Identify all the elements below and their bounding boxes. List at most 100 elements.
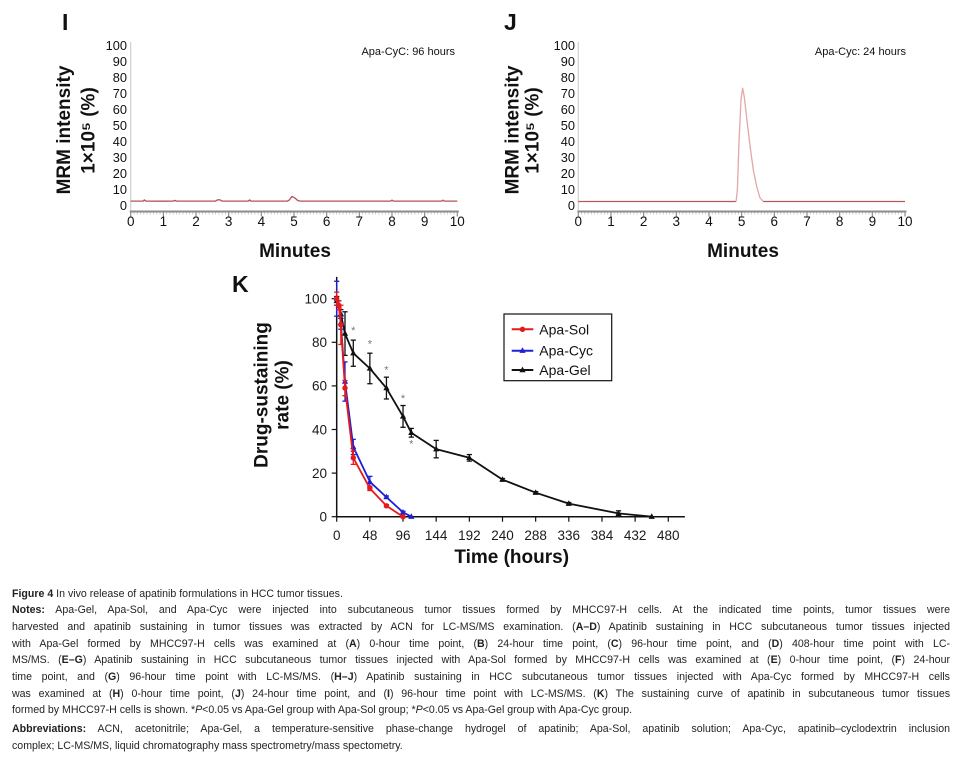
x-tick-label: 192 bbox=[458, 528, 481, 543]
data-point-apa-gel bbox=[350, 349, 357, 356]
caption-bold-text: E bbox=[770, 654, 778, 667]
x-tick-label: 432 bbox=[624, 528, 647, 543]
caption-text: Apa-Gel, Apa-Sol, and Apa-Cyc were injec… bbox=[44, 604, 950, 617]
legend: Apa-Sol Apa-Cyc Apa-Gel bbox=[503, 313, 613, 382]
caption-line: formed by MHCC97-H cells is shown. *P<0.… bbox=[12, 702, 950, 719]
data-point-apa-sol bbox=[383, 503, 390, 509]
caption-text: ) 24-hour time point, ( bbox=[484, 637, 611, 650]
x-tick-label: 3 bbox=[225, 214, 233, 229]
caption-text: complex; LC-MS/MS, liquid chromatography… bbox=[12, 739, 403, 752]
x-tick-label: 5 bbox=[738, 214, 746, 229]
x-tick-label: 6 bbox=[323, 214, 331, 229]
caption-bold-text: Figure 4 bbox=[12, 587, 54, 600]
caption-line: MS/MS. (E–G) Apatinib sustaining in HCC … bbox=[12, 652, 950, 669]
y-axis-title: rate (%) bbox=[272, 360, 293, 430]
x-tick-label: 384 bbox=[591, 528, 614, 543]
data-point-apa-gel bbox=[648, 513, 655, 519]
legend-label: Apa-Gel bbox=[539, 362, 590, 378]
x-tick-label: 9 bbox=[869, 214, 877, 229]
caption-line: time point, and (G) 96-hour time point w… bbox=[12, 669, 950, 686]
data-point-apa-cyc bbox=[383, 493, 390, 500]
series-apa-sol bbox=[334, 291, 406, 520]
y-tick-label: 40 bbox=[561, 134, 575, 149]
x-tick-label: 3 bbox=[673, 214, 681, 229]
chromatogram-panel-j: J0 1 2 3 4 5 6 7 8 9 100102030405060708090100Minut… bbox=[502, 9, 912, 262]
figure-caption: Figure 4 In vivo release of apatinib for… bbox=[12, 586, 950, 755]
caption-text: In vivo release of apatinib formulations… bbox=[53, 587, 343, 600]
caption-bold-text: H bbox=[112, 687, 121, 700]
caption-text: MS/MS. ( bbox=[12, 654, 62, 667]
caption-paragraph: Abbreviations: ACN, acetonitrile; Apa-Ge… bbox=[12, 721, 950, 754]
caption-line: Abbreviations: ACN, acetonitrile; Apa-Ge… bbox=[12, 721, 950, 738]
caption-bold-text: Notes: bbox=[12, 604, 45, 617]
caption-text: ) 408-hour time point with LC- bbox=[779, 637, 951, 650]
x-tick-label: 7 bbox=[356, 214, 364, 229]
caption-bold-text: J bbox=[234, 687, 241, 700]
y-tick-label: 0 bbox=[568, 198, 575, 213]
x-tick-label: 0 bbox=[333, 528, 341, 543]
y-tick-label: 20 bbox=[113, 166, 127, 181]
caption-paragraph: Notes: Apa-Gel, Apa-Sol, and Apa-Cyc wer… bbox=[12, 602, 950, 719]
data-point-apa-gel bbox=[532, 489, 539, 495]
y-tick-label: 90 bbox=[561, 54, 575, 69]
significance-asterisk: * bbox=[401, 393, 406, 405]
caption-bold-text: H–J bbox=[334, 671, 354, 684]
caption-text: ) 0-hour time point, ( bbox=[356, 637, 477, 650]
caption-bold-text: B bbox=[476, 637, 485, 650]
y-tick-label: 20 bbox=[561, 166, 575, 181]
caption-bold-text: A–D bbox=[575, 621, 597, 634]
sample-annotation: Apa-CyC: 96 hours bbox=[361, 46, 455, 58]
y-tick-label: 100 bbox=[106, 38, 127, 53]
caption-italic-text: P bbox=[195, 704, 203, 717]
data-point-apa-gel bbox=[408, 429, 415, 435]
legend-marker-triangle bbox=[519, 366, 526, 373]
x-tick-label: 48 bbox=[362, 528, 377, 543]
caption-bold-text: C bbox=[610, 637, 619, 650]
y-tick-label: 10 bbox=[561, 182, 575, 197]
data-point-apa-gel bbox=[383, 384, 390, 391]
caption-text: <0.05 vs Apa-Gel group with Apa-Cyc grou… bbox=[422, 704, 633, 717]
y-tick-label: 10 bbox=[113, 182, 127, 197]
y-axis-title: Drug-sustaining bbox=[252, 322, 273, 468]
y-tick-label: 80 bbox=[561, 70, 575, 85]
caption-text: ) The sustaining curve of apatinib in su… bbox=[604, 687, 951, 700]
caption-text: time point, and ( bbox=[12, 671, 109, 684]
caption-italic-text: P bbox=[415, 704, 423, 717]
caption-text: was examined at ( bbox=[12, 687, 113, 700]
caption-bold-text: D bbox=[771, 637, 780, 650]
caption-line: with Apa-Gel formed by MHCC97-H cells wa… bbox=[12, 636, 950, 653]
caption-text: ) Apatinib sustaining in HCC subcutaneou… bbox=[82, 654, 771, 667]
x-tick-label: 144 bbox=[425, 528, 448, 543]
caption-bold-text: K bbox=[596, 687, 605, 700]
x-tick-label: 5 bbox=[290, 214, 298, 229]
data-point-apa-gel bbox=[466, 454, 473, 461]
data-point-apa-gel bbox=[366, 365, 373, 371]
y-tick-label: 80 bbox=[312, 335, 327, 350]
caption-text: ) Apatinib sustaining in HCC subcutaneou… bbox=[353, 671, 950, 684]
caption-bold-text: A bbox=[348, 637, 357, 650]
caption-line: was examined at (H) 0-hour time point, (… bbox=[12, 686, 950, 703]
sustaining-curve-panel-k: K 0 48 96 144 192 240 288 336 384 432 480 0 20 40 60 80 1… bbox=[232, 271, 685, 568]
data-point-apa-gel bbox=[433, 445, 440, 452]
y-tick-label: 0 bbox=[319, 510, 327, 525]
caption-line: complex; LC-MS/MS, liquid chromatography… bbox=[12, 738, 950, 755]
caption-bold-text: Abbreviations: bbox=[12, 723, 87, 736]
caption-line: Notes: Apa-Gel, Apa-Sol, and Apa-Cyc wer… bbox=[12, 602, 950, 619]
x-tick-label: 0 bbox=[127, 214, 135, 229]
data-point-apa-cyc bbox=[408, 513, 415, 519]
x-axis-title: Minutes bbox=[707, 241, 779, 262]
significance-asterisk: * bbox=[409, 439, 414, 451]
y-tick-label: 70 bbox=[561, 86, 575, 101]
caption-bold-text: E–G bbox=[61, 654, 83, 667]
x-axis-title: Minutes bbox=[259, 241, 331, 262]
y-tick-label: 100 bbox=[304, 292, 327, 307]
data-point-apa-sol bbox=[334, 296, 340, 302]
y-tick-label: 0 bbox=[120, 198, 127, 213]
x-tick-label: 2 bbox=[192, 214, 200, 229]
caption-text: with Apa-Gel formed by MHCC97-H cells wa… bbox=[12, 637, 349, 650]
x-axis-title: Time (hours) bbox=[454, 547, 569, 568]
y-tick-label: 70 bbox=[113, 86, 127, 101]
panel-label: I bbox=[62, 9, 68, 35]
y-tick-label: 50 bbox=[561, 118, 575, 133]
x-tick-label: 7 bbox=[803, 214, 811, 229]
